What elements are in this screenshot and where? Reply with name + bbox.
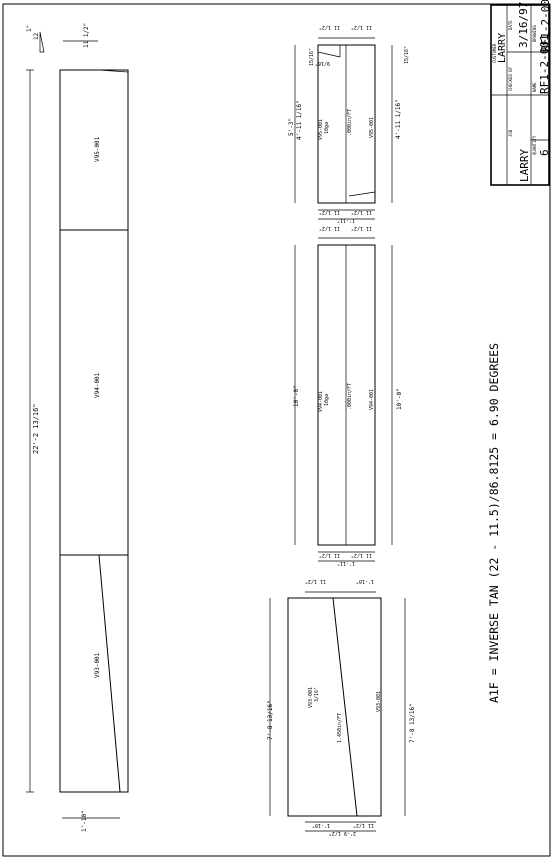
overall-assembly: 22'-2 13/16" 1" 12 11 1/2" 1'-10" V95-00… xyxy=(26,23,129,832)
piece-label: V94-001 xyxy=(318,391,324,412)
length-top: 5'-3" xyxy=(288,118,295,136)
slope-run: 12 xyxy=(33,32,40,40)
slope-edge xyxy=(98,69,129,73)
corner-dim: 9/16" xyxy=(315,60,330,66)
job-caption: JOB xyxy=(508,129,513,137)
slope-label: 1.450in/FT xyxy=(337,713,343,743)
length-bottom: 10'-0" xyxy=(396,388,403,410)
gauge-label: 10ga xyxy=(324,122,330,134)
slope-rise: 1" xyxy=(26,25,33,32)
angle-formula: A1F = INVERSE TAN (22 - 11.5)/86.8125 = … xyxy=(487,343,501,703)
drawing-value: RF1-2-001 xyxy=(539,0,552,52)
date-value: 3/16/97 xyxy=(517,2,530,48)
slope-label: .000in/FT xyxy=(347,383,353,410)
total-width: 1'-11" xyxy=(337,560,355,566)
width-label: 11 1/2" xyxy=(305,578,326,584)
assembly-outline xyxy=(59,69,129,793)
length-bottom: 4'-11 1/16" xyxy=(395,99,402,139)
cut-edge xyxy=(348,191,376,197)
width-label: 11 1/2" xyxy=(319,209,340,215)
name-caption: NAME xyxy=(532,82,537,92)
piece-label: V93-001 xyxy=(376,691,382,712)
customer-caption: CUSTOMER xyxy=(492,43,497,63)
bottom-width: 1'-10" xyxy=(81,810,88,832)
end-dim-bottom: 15/16" xyxy=(404,46,410,64)
customer-value: LARRY xyxy=(497,33,508,63)
total-width: 2'-9 1/2" xyxy=(329,830,356,836)
segment-label: V93-001 xyxy=(94,652,101,678)
overall-length: 22'-2 13/16" xyxy=(32,403,40,454)
piece-label: V95-001 xyxy=(369,117,375,138)
segment-label: V94-001 xyxy=(94,372,101,398)
width-label: 11 1/2" xyxy=(319,24,340,30)
piece-v94: 10'-0" 10'-0" V94-001 10ga .000in/FT V94… xyxy=(293,225,403,566)
slope-label: .000in/FT xyxy=(347,109,353,136)
length-inner: 4'-11 1/16" xyxy=(296,100,303,140)
piece-label: V95-001 xyxy=(318,119,324,140)
width-label: 11 1/2" xyxy=(351,24,372,30)
tapered-edge xyxy=(332,597,358,817)
gauge-label: 3/16" xyxy=(314,687,320,702)
sheet-border xyxy=(2,3,551,857)
width-label: 11 1/2" xyxy=(351,552,372,558)
date-caption: DATE xyxy=(508,20,513,30)
quantity-caption: QUANTITY xyxy=(532,135,537,155)
checked-caption: CHECKED BY xyxy=(508,66,513,91)
slope-triangle-icon xyxy=(39,31,45,53)
end-dim-top: 15/16" xyxy=(309,48,315,66)
width-label: 11 1/2" xyxy=(319,225,340,231)
length-top: 7'-8 13/16" xyxy=(267,700,274,740)
piece-outline xyxy=(317,44,376,204)
total-width: 1'-11" xyxy=(337,217,355,223)
length-top: 10'-0" xyxy=(293,385,300,407)
piece-label: V93-001 xyxy=(308,687,314,708)
piece-v93: 7'-8 13/16" 7'-8 13/16" V93-001 3/16" 1.… xyxy=(267,578,416,836)
cut-edge xyxy=(317,51,341,58)
length-bottom: 7'-8 13/16" xyxy=(409,703,416,743)
quantity-value: 6 xyxy=(538,149,551,156)
width-label: 1'-10" xyxy=(312,822,330,828)
segment-label: V95-001 xyxy=(94,136,101,162)
tapered-edge xyxy=(98,554,121,793)
name-value: RF1-2-001 xyxy=(538,34,551,94)
drawing-caption: DRAWING xyxy=(532,25,537,42)
gauge-label: 10ga xyxy=(324,394,330,406)
width-label: 11 1/2" xyxy=(319,552,340,558)
width-label: 11 1/2" xyxy=(351,209,372,215)
width-label: 11 1/2" xyxy=(351,225,372,231)
title-block: CUSTOMER LARRY DATE 3/16/97 CHECKED BY J… xyxy=(490,0,552,186)
top-width: 11 1/2" xyxy=(83,23,90,48)
piece-outline xyxy=(317,244,376,546)
piece-v95: 5'-3" 4'-11 1/16" 4'-11 1/16" 15/16" 15/… xyxy=(288,24,410,223)
job-value: LARRY xyxy=(518,149,531,182)
piece-outline xyxy=(287,597,382,817)
width-label: 11 1/2" xyxy=(353,822,374,828)
width-label: 1'-10" xyxy=(356,578,374,584)
piece-label: V94-001 xyxy=(369,389,375,410)
